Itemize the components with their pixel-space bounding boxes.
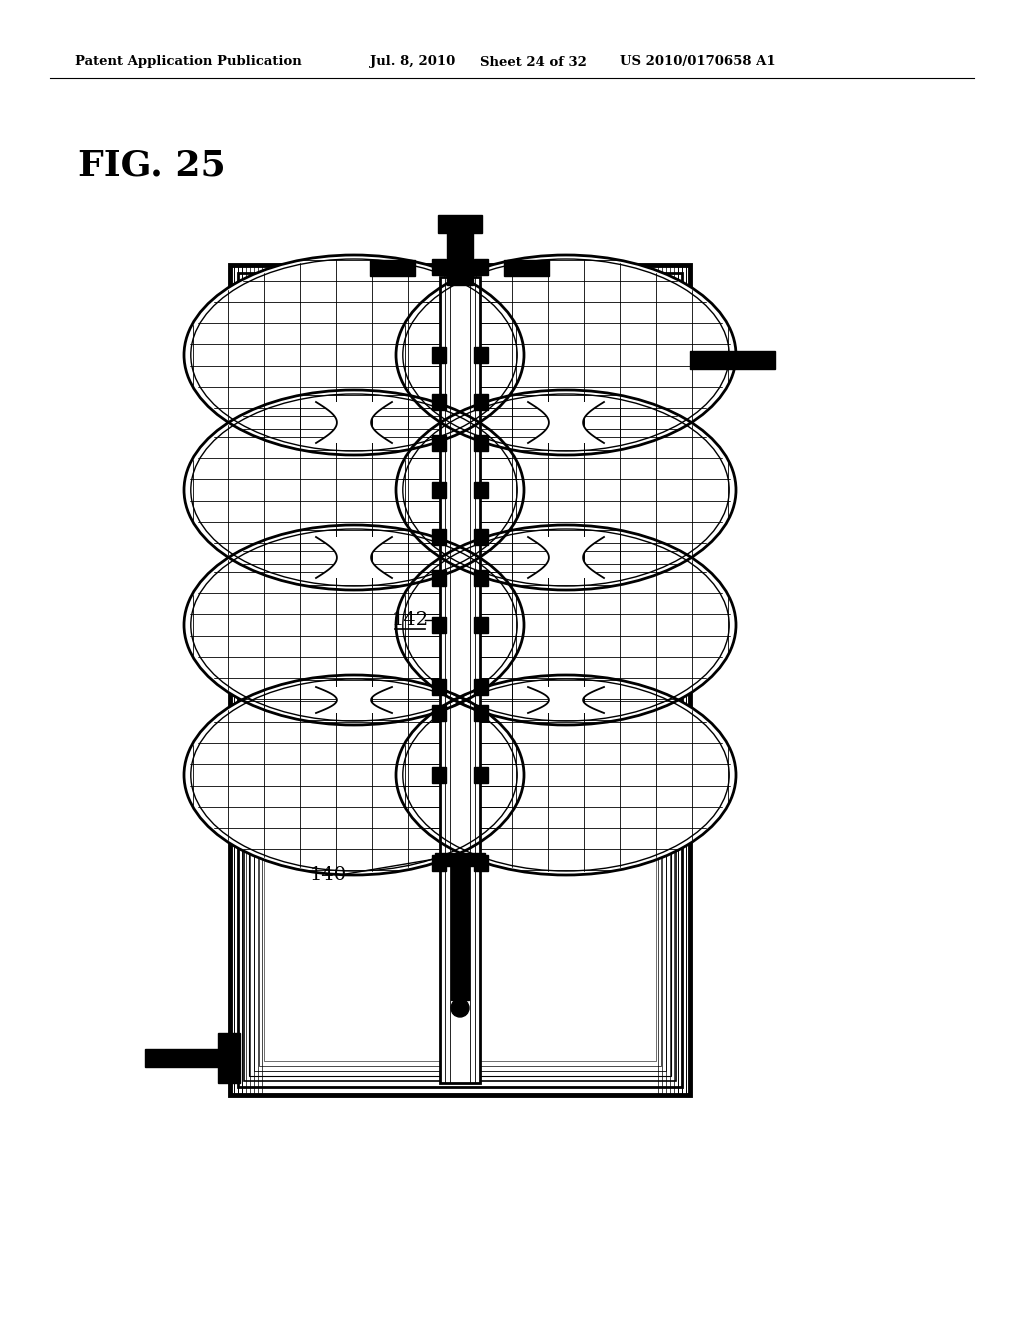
Bar — [690, 351, 775, 370]
Bar — [249, 284, 671, 1076]
Bar — [504, 260, 549, 276]
Bar — [474, 705, 488, 721]
Bar — [474, 570, 488, 586]
Ellipse shape — [396, 675, 736, 875]
Bar — [432, 678, 446, 696]
Ellipse shape — [184, 675, 524, 875]
Bar — [447, 230, 473, 285]
Ellipse shape — [184, 525, 524, 725]
Ellipse shape — [396, 525, 736, 725]
Bar — [438, 215, 482, 234]
Bar — [451, 866, 469, 1001]
Bar — [254, 289, 666, 1071]
Text: FIG. 25: FIG. 25 — [78, 148, 225, 182]
Bar — [474, 616, 488, 634]
Bar — [218, 1034, 240, 1082]
Bar — [432, 705, 446, 721]
Text: Patent Application Publication: Patent Application Publication — [75, 55, 302, 69]
Text: Jul. 8, 2010: Jul. 8, 2010 — [370, 55, 456, 69]
Bar — [432, 482, 446, 498]
Bar — [432, 767, 446, 783]
Text: 140: 140 — [310, 866, 347, 884]
Text: 142: 142 — [391, 611, 429, 630]
Ellipse shape — [396, 389, 736, 590]
Bar — [474, 855, 488, 871]
Ellipse shape — [184, 389, 524, 590]
Bar — [264, 300, 656, 1061]
Bar — [450, 265, 470, 277]
Bar — [259, 294, 662, 1067]
Bar — [432, 259, 446, 275]
Bar — [432, 529, 446, 545]
Bar — [432, 436, 446, 451]
Bar — [474, 678, 488, 696]
Bar — [432, 393, 446, 411]
Bar — [435, 853, 485, 866]
Bar — [474, 482, 488, 498]
Bar — [238, 273, 682, 1086]
Bar — [244, 279, 676, 1081]
Bar — [432, 855, 446, 871]
Bar — [474, 259, 488, 275]
Bar — [440, 277, 480, 1082]
Bar — [145, 1049, 230, 1067]
Bar — [230, 265, 690, 1096]
Bar — [474, 347, 488, 363]
Bar — [432, 347, 446, 363]
Bar — [474, 529, 488, 545]
Bar — [432, 616, 446, 634]
Ellipse shape — [396, 255, 736, 455]
Text: Sheet 24 of 32: Sheet 24 of 32 — [480, 55, 587, 69]
Ellipse shape — [184, 255, 524, 455]
Bar — [474, 393, 488, 411]
Bar — [474, 767, 488, 783]
Bar — [432, 570, 446, 586]
Bar — [474, 436, 488, 451]
Bar — [370, 260, 415, 276]
Circle shape — [451, 999, 469, 1016]
Text: US 2010/0170658 A1: US 2010/0170658 A1 — [620, 55, 775, 69]
